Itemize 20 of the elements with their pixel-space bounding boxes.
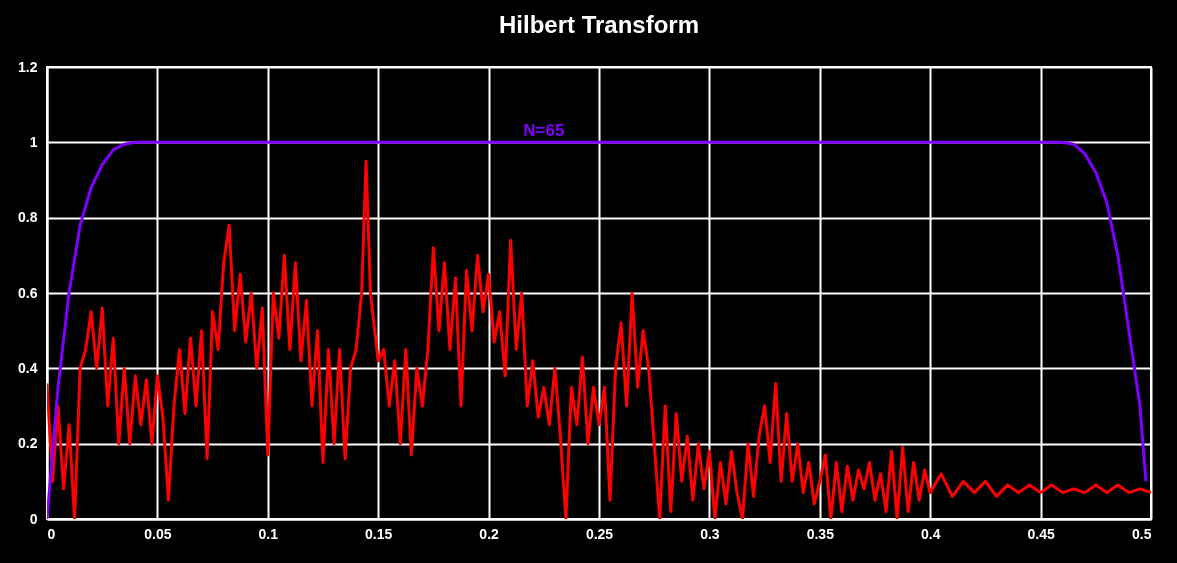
x-tick-label: 0 (47, 525, 56, 542)
y-tick-label: 0.6 (18, 284, 38, 301)
annotation: N=65 (523, 121, 565, 141)
x-tick-label: 0.15 (365, 525, 393, 542)
x-tick-label: 0.5 (1132, 525, 1152, 542)
x-tick-label: 0.25 (585, 525, 614, 542)
y-tick-label: 0 (29, 510, 38, 527)
x-tick-label: 0.45 (1027, 525, 1055, 542)
y-tick-label: 1 (29, 133, 38, 150)
y-tick-label: 1.2 (18, 58, 38, 75)
x-tick-label: 0.2 (479, 525, 500, 542)
y-tick-label: 0.8 (18, 209, 38, 226)
y-tick-label: 0.2 (18, 435, 38, 452)
x-tick-label: 0.05 (144, 525, 172, 542)
chart-title: Hilbert Transform (498, 11, 700, 38)
x-tick-label: 0.35 (806, 525, 835, 542)
x-tick-label: 0.4 (920, 525, 941, 542)
y-tick-label: 0.4 (18, 359, 38, 376)
x-tick-label: 0.3 (700, 525, 720, 542)
x-tick-label: 0.1 (258, 525, 279, 542)
